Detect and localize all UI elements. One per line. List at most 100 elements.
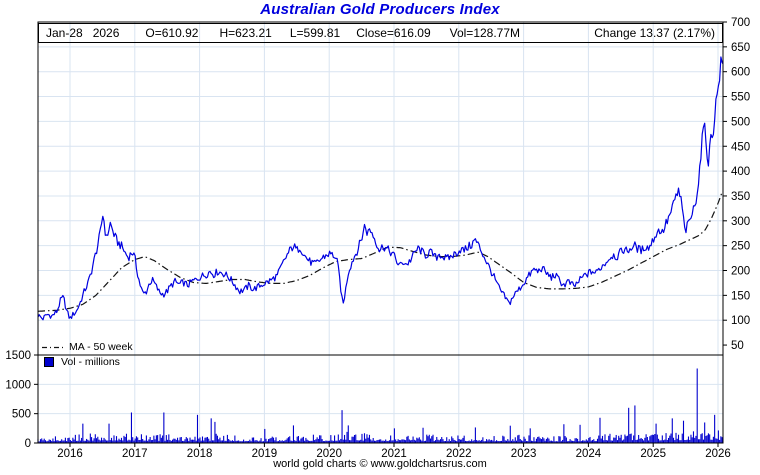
volume-bar xyxy=(542,437,544,443)
volume-bar xyxy=(654,433,656,443)
volume-bar xyxy=(234,435,236,443)
volume-bar xyxy=(286,438,288,443)
volume-bar xyxy=(648,440,650,443)
volume-bar xyxy=(47,440,49,443)
volume-bar xyxy=(224,440,226,443)
price-tick-label: 350 xyxy=(731,191,750,203)
volume-bar xyxy=(317,438,319,443)
volume-bar xyxy=(373,440,375,443)
info-high: H=623.21 xyxy=(219,26,272,40)
volume-bar xyxy=(401,439,403,443)
volume-bar xyxy=(418,437,420,443)
volume-bar xyxy=(610,440,612,443)
volume-bar xyxy=(132,437,134,443)
volume-bar xyxy=(199,437,201,443)
volume-bar xyxy=(420,439,422,443)
volume-bar xyxy=(603,440,605,443)
volume-bar xyxy=(122,440,124,443)
volume-bar xyxy=(290,440,292,443)
volume-bar xyxy=(514,437,516,443)
volume-bar xyxy=(130,412,132,443)
volume-bar xyxy=(77,440,79,443)
volume-bar xyxy=(685,440,687,443)
volume-bar xyxy=(579,424,581,443)
volume-bar xyxy=(434,440,437,443)
volume-bar xyxy=(588,438,590,443)
volume-bar xyxy=(189,437,191,443)
volume-bar xyxy=(214,421,216,443)
volume-bar xyxy=(385,439,387,443)
volume-bar xyxy=(98,439,100,443)
price-tick-label: 700 xyxy=(731,17,750,29)
volume-bar xyxy=(380,439,382,443)
year-tick-label: 2018 xyxy=(187,448,213,460)
volume-bar xyxy=(422,427,424,443)
volume-bar xyxy=(687,436,690,443)
volume-bar xyxy=(691,437,693,443)
volume-bar xyxy=(372,437,374,443)
year-tick-label: 2020 xyxy=(316,448,342,460)
volume-bar xyxy=(719,439,721,443)
volume-bar xyxy=(362,440,364,443)
volume-bar xyxy=(351,436,353,443)
volume-bar xyxy=(356,440,358,443)
info-open: O=610.92 xyxy=(145,26,199,40)
volume-bar xyxy=(355,434,357,443)
volume-bar xyxy=(342,439,344,443)
volume-bar xyxy=(515,440,518,443)
volume-bar xyxy=(119,439,121,443)
volume-bar xyxy=(634,405,636,443)
year-tick-label: 2016 xyxy=(57,448,83,460)
volume-bar xyxy=(262,441,265,443)
volume-bar xyxy=(167,439,169,443)
volume-bar xyxy=(659,440,661,443)
volume-bar xyxy=(285,439,287,443)
volume-bar xyxy=(625,436,627,443)
ma-dashdot-line-icon xyxy=(42,346,64,348)
volume-bar xyxy=(670,433,672,443)
volume-bar xyxy=(560,441,562,443)
volume-bar xyxy=(411,439,413,443)
volume-bar xyxy=(225,440,227,443)
volume-bar xyxy=(245,440,247,443)
volume-bar xyxy=(38,441,40,443)
volume-bar xyxy=(162,435,164,443)
volume-bar xyxy=(519,439,521,443)
volume-bar xyxy=(194,436,196,443)
volume-bar xyxy=(377,439,379,443)
volume-bar xyxy=(716,438,718,443)
volume-bar xyxy=(264,428,266,443)
volume-bar xyxy=(544,440,546,443)
volume-bar xyxy=(52,438,54,443)
year-tick-label: 2017 xyxy=(122,448,148,460)
volume-bar xyxy=(62,440,64,443)
volume-bar xyxy=(147,440,149,443)
volume-bar xyxy=(591,440,594,443)
volume-bar xyxy=(154,439,156,443)
volume-bar xyxy=(641,438,643,443)
volume-bar xyxy=(71,440,73,443)
volume-bar xyxy=(129,440,131,443)
volume-bar xyxy=(684,440,686,443)
volume-bar xyxy=(443,441,445,443)
volume-bar xyxy=(284,440,286,443)
volume-bar xyxy=(145,435,147,443)
volume-bar xyxy=(336,440,338,443)
volume-bar xyxy=(522,440,524,443)
volume-bar xyxy=(46,441,48,443)
volume-bar xyxy=(277,441,280,443)
volume-bar xyxy=(645,434,647,443)
volume-bar xyxy=(482,437,484,443)
volume-bar xyxy=(289,436,291,443)
volume-bar xyxy=(528,435,530,443)
volume-bar xyxy=(421,440,423,443)
volume-bar xyxy=(254,440,256,443)
volume-bar xyxy=(291,440,293,443)
volume-bar xyxy=(454,440,456,443)
volume-bar xyxy=(244,441,246,443)
volume-bar xyxy=(497,440,499,443)
volume-bar xyxy=(337,434,339,443)
volume-bar xyxy=(699,439,701,443)
volume-bar xyxy=(177,437,179,443)
volume-bar xyxy=(538,436,540,443)
